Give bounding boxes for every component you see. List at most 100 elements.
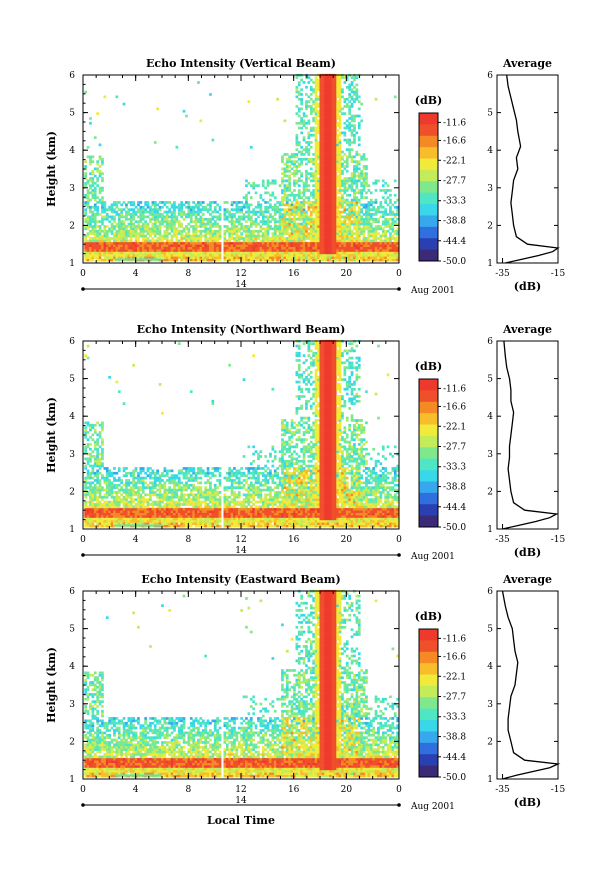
colorbar-segment <box>419 651 438 664</box>
colorbar-tick-label: -27.7 <box>443 177 466 187</box>
x-tick-label: 0 <box>80 785 86 795</box>
profile-x-label: (dB) <box>514 796 541 809</box>
y-tick-label: 5 <box>69 375 75 385</box>
y-tick-label: 4 <box>69 146 75 156</box>
profile-y-tick-label: 6 <box>487 71 493 81</box>
x-tick-label: 16 <box>288 535 300 545</box>
profile-x-tick-label: -35 <box>495 785 510 795</box>
x-tick-label: 12 <box>235 269 246 279</box>
colorbar-tick-label: -16.6 <box>443 136 466 146</box>
x-tick-label: 12 <box>235 785 246 795</box>
profile-y-tick-label: 5 <box>487 109 493 119</box>
colorbar-tick-label: -22.1 <box>443 156 466 166</box>
colorbar-tick-label: -27.7 <box>443 443 466 453</box>
colorbar-segment <box>419 629 438 641</box>
y-tick-label: 6 <box>69 587 75 597</box>
x-tick-label: 20 <box>341 269 353 279</box>
profile-y-tick-label: 2 <box>487 737 493 747</box>
panel-title: Echo Intensity (Northward Beam) <box>137 323 346 336</box>
colorbar-tick-label: -50.0 <box>443 523 466 533</box>
colorbar-tick-label: -38.8 <box>443 483 466 493</box>
colorbar-segment <box>419 515 438 528</box>
colorbar-segment <box>419 720 438 732</box>
profile-y-tick-label: 6 <box>487 337 493 347</box>
x-tick-label: 4 <box>133 269 139 279</box>
colorbar-tick-label: -16.6 <box>443 652 466 662</box>
x-tick-label: 0 <box>80 535 86 545</box>
profile-y-tick-label: 2 <box>487 487 493 497</box>
colorbar-segment <box>419 765 438 778</box>
x-tick-label: 20 <box>341 785 353 795</box>
colorbar-segment <box>419 181 438 194</box>
y-tick-label: 5 <box>69 109 75 119</box>
date-note: Aug 2001 <box>410 286 455 296</box>
y-tick-label: 2 <box>69 221 75 231</box>
profile-line <box>501 590 561 780</box>
profile-x-label: (dB) <box>514 280 541 293</box>
x-axis-label: Local Time <box>207 814 275 827</box>
colorbar-tick-label: -33.3 <box>443 713 466 723</box>
echo-field <box>84 589 399 778</box>
y-axis-label: Height (km) <box>45 647 58 723</box>
colorbar-tick-label: -27.7 <box>443 693 466 703</box>
day-bar-end <box>397 287 401 291</box>
colorbar-segment <box>419 754 438 767</box>
profile-x-tick-label: -15 <box>551 535 566 545</box>
y-tick-label: 5 <box>69 625 75 635</box>
y-tick-label: 4 <box>69 412 75 422</box>
echo-field <box>84 73 399 262</box>
day-bar-end <box>81 287 85 291</box>
colorbar-tick-label: -50.0 <box>443 773 466 783</box>
colorbar-tick-label: -38.8 <box>443 217 466 227</box>
colorbar-segment <box>419 238 438 251</box>
colorbar-segment <box>419 742 438 755</box>
x-tick-label: 4 <box>133 535 139 545</box>
profile-y-tick-label: 4 <box>487 412 493 422</box>
colorbar-unit: (dB) <box>415 610 442 623</box>
colorbar-segment <box>419 158 438 171</box>
profile-frame <box>496 74 559 264</box>
panel-3: Echo Intensity (Eastward Beam)123456Heig… <box>45 573 566 812</box>
profile-x-tick-label: -35 <box>495 269 510 279</box>
day-bar-end <box>81 553 85 557</box>
colorbar-tick-label: -44.4 <box>443 237 466 247</box>
panel-1: Echo Intensity (Vertical Beam)123456Heig… <box>45 57 566 296</box>
profile-line <box>505 74 560 264</box>
profile-y-tick-label: 4 <box>487 146 493 156</box>
colorbar-segment <box>419 492 438 505</box>
panel-title: Echo Intensity (Eastward Beam) <box>141 573 340 586</box>
colorbar-segment <box>419 674 438 687</box>
colorbar-frame <box>418 112 439 262</box>
colorbar-tick-label: -38.8 <box>443 733 466 743</box>
surface-strip <box>114 258 162 261</box>
x-tick-label: 4 <box>133 785 139 795</box>
colorbar-segment <box>419 470 438 482</box>
colorbar-tick-label: -16.6 <box>443 402 466 412</box>
colorbar-segment <box>419 226 438 239</box>
x-tick-label: 0 <box>80 269 86 279</box>
colorbar-segment <box>419 249 438 262</box>
colorbar-tick-label: -11.6 <box>443 384 466 394</box>
panel-2: Echo Intensity (Northward Beam)123456Hei… <box>45 323 566 562</box>
colorbar-segment <box>419 458 438 471</box>
colorbar-segment <box>419 379 438 391</box>
profile-title: Average <box>502 573 552 586</box>
profile-line <box>502 340 559 530</box>
profile-x-tick-label: -15 <box>551 269 566 279</box>
profile-y-tick-label: 3 <box>487 700 493 710</box>
colorbar-tick-label: -11.6 <box>443 634 466 644</box>
profile-x-tick-label: -15 <box>551 785 566 795</box>
y-tick-label: 3 <box>69 450 75 460</box>
y-tick-label: 3 <box>69 700 75 710</box>
colorbar-segment <box>419 697 438 710</box>
colorbar-segment <box>419 147 438 159</box>
colorbar-segment <box>419 481 438 494</box>
y-tick-label: 1 <box>69 259 75 269</box>
profile-y-tick-label: 4 <box>487 662 493 672</box>
day-bar-end <box>397 553 401 557</box>
profile-y-tick-label: 1 <box>487 775 493 785</box>
profile-x-label: (dB) <box>514 546 541 559</box>
colorbar-tick-label: -44.4 <box>443 753 466 763</box>
profile-title: Average <box>502 57 552 70</box>
